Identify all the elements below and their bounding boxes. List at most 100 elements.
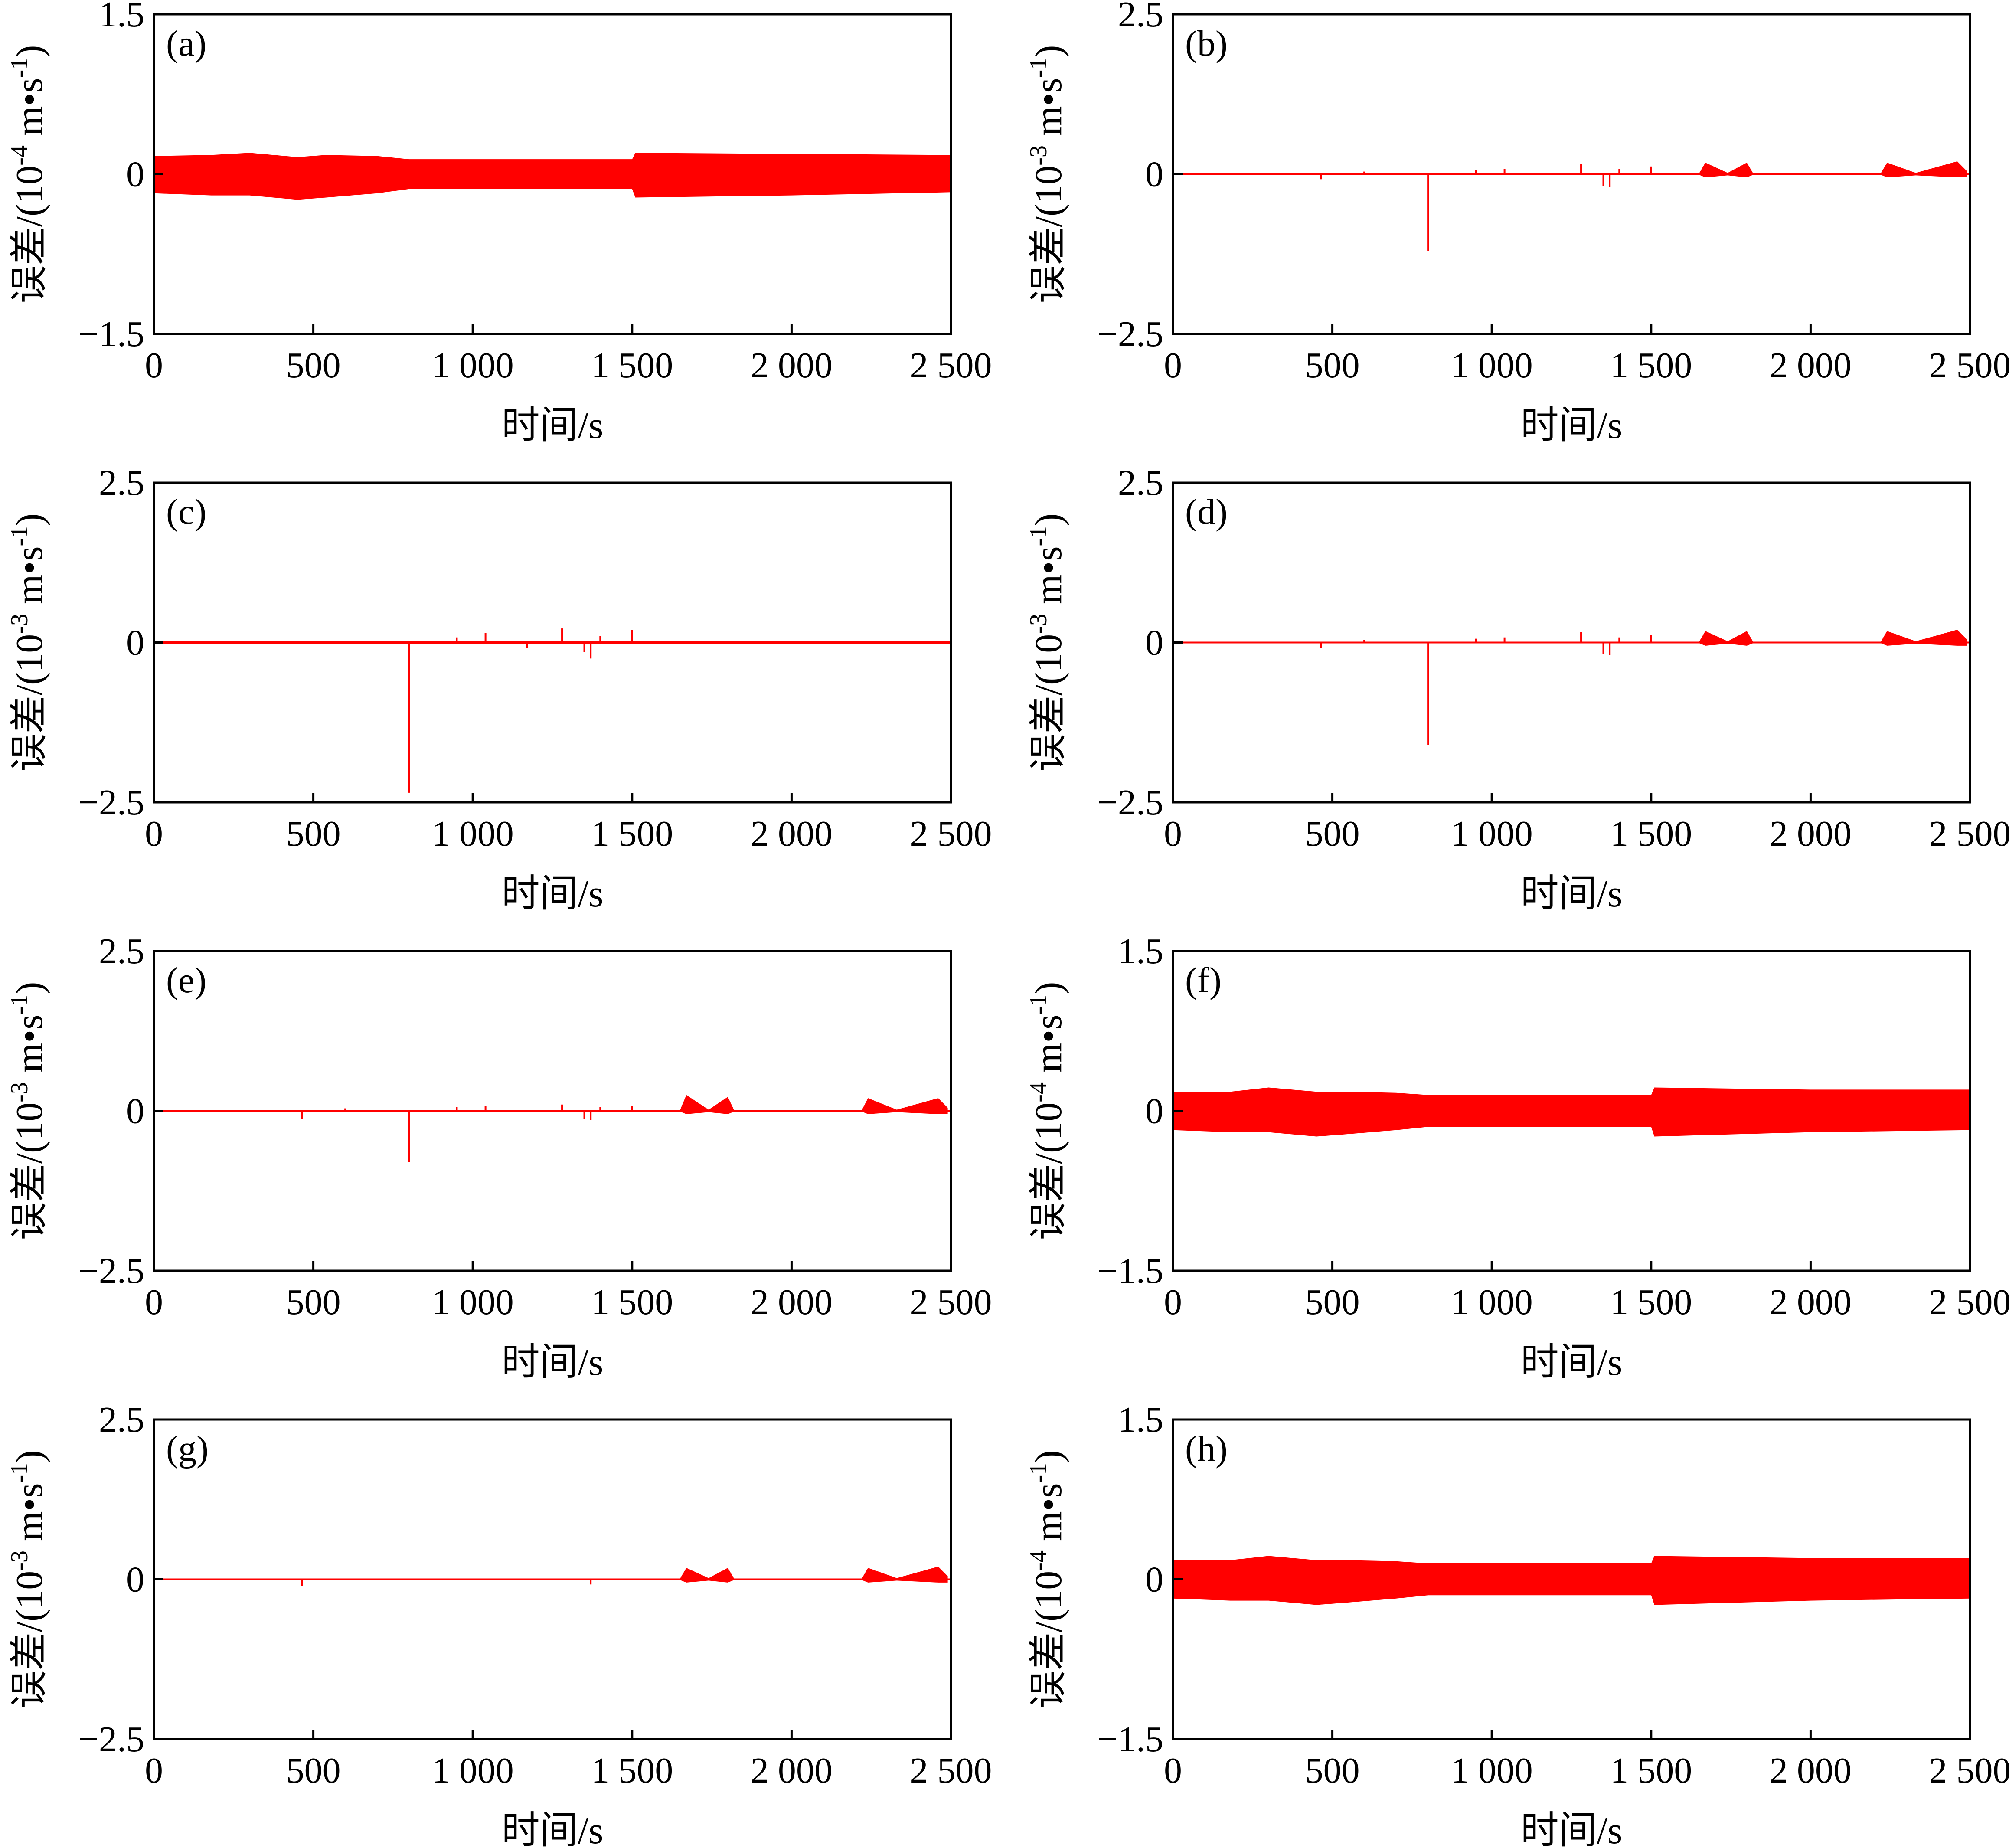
x-tick-label: 1 500 (591, 345, 673, 386)
x-tick-label: 2 500 (910, 814, 992, 854)
y-tick-label: −2.5 (78, 1251, 144, 1291)
y-tick-label: 0 (126, 1560, 144, 1600)
x-tick-label: 0 (1164, 1282, 1182, 1322)
x-tick-label: 500 (1305, 1750, 1360, 1791)
x-tick-label: 2 000 (751, 814, 833, 854)
x-tick-label: 2 000 (1770, 345, 1852, 386)
x-tick-label: 1 500 (1610, 345, 1692, 386)
y-tick-label: 2.5 (99, 931, 144, 971)
y-axis-label: 误差/(10-3 m•s-1) (6, 1450, 51, 1709)
y-tick-label: 2.5 (99, 1400, 144, 1440)
x-tick-label: 1 000 (432, 1282, 514, 1322)
y-tick-label: −2.5 (78, 782, 144, 823)
x-tick-label: 0 (1164, 1750, 1182, 1791)
y-tick-label: 0 (1145, 623, 1163, 663)
x-tick-label: 0 (145, 345, 163, 386)
panel-label: (d) (1185, 492, 1228, 532)
x-tick-label: 1 500 (591, 1282, 673, 1322)
x-tick-label: 2 000 (1770, 814, 1852, 854)
y-tick-label: 2.5 (1118, 463, 1163, 503)
x-tick-label: 1 000 (1451, 1282, 1533, 1322)
y-tick-label: 0 (126, 1091, 144, 1132)
x-tick-label: 2 500 (1929, 1282, 2009, 1322)
y-tick-label: 1.5 (1118, 1400, 1163, 1440)
x-tick-label: 500 (1305, 814, 1360, 854)
x-tick-label: 1 000 (1451, 345, 1533, 386)
x-tick-label: 500 (286, 345, 341, 386)
y-axis-label: 误差/(10-4 m•s-1) (1025, 1450, 1070, 1709)
chart-panel-f: 0 500 1 000 1 500 2 000 2 500−1.501.5(f)时间/s误… (1025, 931, 2009, 1384)
panel-label: (h) (1185, 1429, 1228, 1469)
panel-label: (e) (166, 960, 206, 1001)
x-tick-label: 2 500 (910, 1750, 992, 1791)
x-axis-label: 时间/s (502, 873, 604, 915)
y-axis-label: 误差/(10-4 m•s-1) (1025, 982, 1070, 1240)
y-tick-label: −1.5 (78, 314, 144, 354)
panel-label: (f) (1185, 960, 1222, 1001)
x-tick-label: 1 500 (1610, 1282, 1692, 1322)
x-tick-label: 2 500 (910, 1282, 992, 1322)
y-tick-label: −1.5 (1098, 1719, 1163, 1760)
x-tick-label: 2 000 (1770, 1282, 1852, 1322)
y-tick-label: −1.5 (1098, 1251, 1163, 1291)
panel-label: (c) (166, 492, 206, 532)
chart-panel-a: 0 500 1 000 1 500 2 000 2 500−1.501.5(a)时间/s误… (6, 0, 992, 447)
x-axis-label: 时间/s (1521, 1810, 1623, 1848)
x-tick-label: 2 000 (751, 345, 833, 386)
x-tick-label: 1 000 (432, 1750, 514, 1791)
y-tick-label: −2.5 (78, 1719, 144, 1760)
chart-panel-c: 0 500 1 000 1 500 2 000 2 500−2.502.5(c)时间/s误… (6, 463, 992, 915)
x-tick-label: 500 (286, 1282, 341, 1322)
x-tick-label: 2 500 (910, 345, 992, 386)
y-tick-label: 0 (1145, 1091, 1163, 1132)
y-axis-label: 误差/(10-3 m•s-1) (6, 514, 51, 772)
x-tick-label: 1 000 (432, 345, 514, 386)
y-axis-label: 误差/(10-3 m•s-1) (1025, 514, 1070, 772)
x-tick-label: 1 500 (1610, 814, 1692, 854)
x-tick-label: 2 500 (1929, 345, 2009, 386)
y-tick-label: 0 (1145, 154, 1163, 195)
x-tick-label: 1 000 (432, 814, 514, 854)
x-tick-label: 2 000 (751, 1750, 833, 1791)
chart-panel-g: 0 500 1 000 1 500 2 000 2 500−2.502.5(g)时间/s误… (6, 1400, 992, 1848)
x-tick-label: 500 (286, 1750, 341, 1791)
chart-panel-h: 0 500 1 000 1 500 2 000 2 500−1.501.5(h)时间/s误… (1025, 1400, 2009, 1848)
y-tick-label: 0 (126, 623, 144, 663)
series-trace (154, 153, 951, 200)
x-tick-label: 2 000 (751, 1282, 833, 1322)
y-tick-label: 2.5 (99, 463, 144, 503)
y-axis-label: 误差/(10-4 m•s-1) (6, 45, 51, 304)
x-tick-label: 1 000 (1451, 814, 1533, 854)
x-tick-label: 1 500 (591, 814, 673, 854)
x-axis-label: 时间/s (1521, 405, 1623, 447)
y-axis-label: 误差/(10-3 m•s-1) (1025, 45, 1070, 304)
y-tick-label: 0 (1145, 1560, 1163, 1600)
x-tick-label: 1 500 (1610, 1750, 1692, 1791)
y-axis-label: 误差/(10-3 m•s-1) (6, 982, 51, 1240)
x-tick-label: 0 (1164, 345, 1182, 386)
y-tick-label: 1.5 (1118, 931, 1163, 971)
x-axis-label: 时间/s (1521, 873, 1623, 915)
y-tick-label: 0 (126, 154, 144, 195)
chart-panel-d: 0 500 1 000 1 500 2 000 2 500−2.502.5(d)时间/s误… (1025, 463, 2009, 915)
x-tick-label: 1 500 (591, 1750, 673, 1791)
x-axis-label: 时间/s (502, 405, 604, 447)
y-tick-label: −2.5 (1098, 314, 1163, 354)
y-tick-label: 2.5 (1118, 0, 1163, 35)
x-tick-label: 0 (1164, 814, 1182, 854)
x-tick-label: 0 (145, 1750, 163, 1791)
x-axis-label: 时间/s (502, 1341, 604, 1384)
y-tick-label: 1.5 (99, 0, 144, 35)
x-tick-label: 500 (1305, 345, 1360, 386)
panel-label: (a) (166, 23, 206, 64)
y-tick-label: −2.5 (1098, 782, 1163, 823)
x-axis-label: 时间/s (502, 1810, 604, 1848)
x-tick-label: 2 500 (1929, 814, 2009, 854)
chart-panel-e: 0 500 1 000 1 500 2 000 2 500−2.502.5(e)时间/s误… (6, 931, 992, 1384)
series-trace (1173, 1087, 1970, 1137)
panel-label: (b) (1185, 23, 1228, 64)
x-tick-label: 500 (1305, 1282, 1360, 1322)
panel-label: (g) (166, 1429, 209, 1469)
x-tick-label: 1 000 (1451, 1750, 1533, 1791)
